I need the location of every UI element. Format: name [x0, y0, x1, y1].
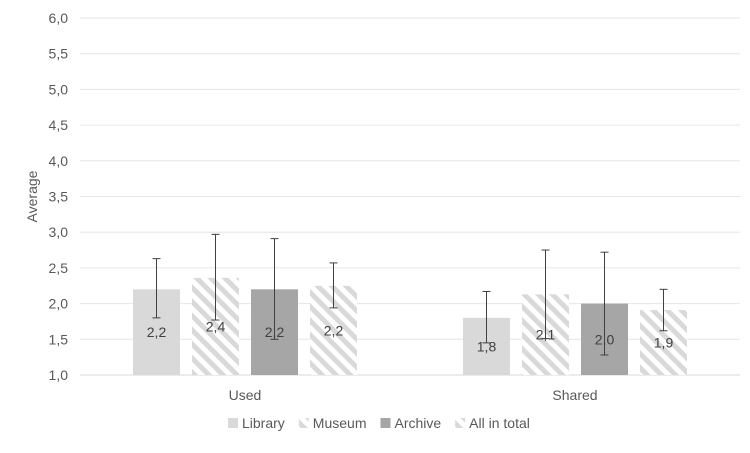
legend-swatch: [228, 418, 238, 428]
y-tick-label: 1,0: [49, 367, 69, 383]
legend-swatch: [380, 418, 391, 428]
error-bar: [211, 233, 220, 321]
legend-swatch: [298, 418, 309, 428]
data-label: 2,2: [147, 324, 167, 340]
x-category-label: Used: [229, 387, 262, 403]
y-tick-label: 3,0: [49, 224, 69, 240]
legend-swatch: [455, 418, 466, 428]
legend-label: Library: [242, 415, 285, 431]
y-tick-label: 1,5: [49, 331, 69, 347]
legend-label: Archive: [394, 415, 441, 431]
error-bar: [152, 258, 161, 319]
legend: Library Museum Archive All in total: [228, 415, 530, 431]
legend-label: Museum: [313, 415, 367, 431]
y-axis-title: Average: [24, 170, 40, 222]
data-label: 2,0: [595, 331, 615, 347]
data-label: 1,8: [477, 338, 497, 354]
legend-label: All in total: [469, 415, 530, 431]
y-tick-label: 6,0: [49, 10, 69, 26]
y-tick-label: 5,0: [49, 81, 69, 97]
bars: 2,2 2,4 2,2 2,2 1,8 2,1 2,0 1,9: [133, 233, 687, 375]
error-bar: [541, 249, 550, 340]
data-label: 1,9: [654, 335, 674, 351]
y-tick-label: 2,5: [49, 260, 69, 276]
error-bar: [659, 288, 668, 332]
x-category-label: Shared: [552, 387, 597, 403]
error-bar: [600, 251, 609, 356]
x-axis-labels: Used Shared: [229, 387, 598, 403]
y-tick-label: 4,5: [49, 117, 69, 133]
y-tick-label: 3,5: [49, 189, 69, 205]
y-tick-label: 5,5: [49, 46, 69, 62]
error-bar: [482, 290, 491, 344]
gridlines: [80, 17, 740, 376]
error-bar: [270, 238, 279, 340]
y-tick-label: 2,0: [49, 296, 69, 312]
y-tick-label: 4,0: [49, 153, 69, 169]
data-label: 2,2: [324, 322, 344, 338]
data-label: 2,2: [265, 324, 285, 340]
y-axis-ticks: 1,0 1,5 2,0 2,5 3,0 3,5 4,0 4,5 5,0 5,5 6,0: [49, 10, 69, 383]
data-label: 2,4: [206, 318, 226, 334]
error-bar: [329, 262, 338, 309]
data-label: 2,1: [536, 327, 556, 343]
